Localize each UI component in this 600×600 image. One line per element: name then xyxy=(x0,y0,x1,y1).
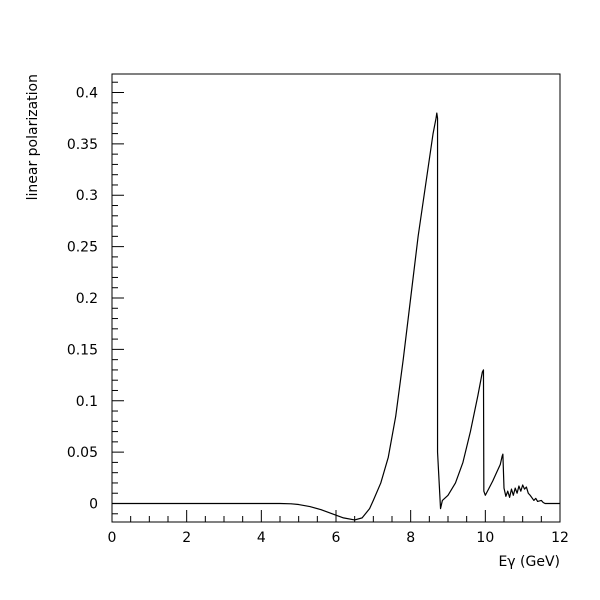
x-tick-label: 0 xyxy=(108,530,117,546)
data-point xyxy=(537,501,538,502)
data-point xyxy=(435,117,437,119)
data-point xyxy=(372,500,374,501)
data-point xyxy=(462,462,464,463)
data-point xyxy=(540,500,542,501)
data-point xyxy=(514,487,516,489)
data-point xyxy=(223,503,225,504)
data-point xyxy=(511,488,512,490)
data-point xyxy=(369,508,370,510)
data-point xyxy=(279,503,281,504)
data-point xyxy=(505,495,507,497)
data-point xyxy=(437,117,438,119)
data-point xyxy=(343,517,344,519)
data-point xyxy=(437,451,438,453)
y-tick-label: 0 xyxy=(89,497,98,513)
x-tick-label: 8 xyxy=(406,530,415,546)
data-point xyxy=(442,500,443,501)
data-point xyxy=(499,464,501,465)
data-point xyxy=(507,490,509,492)
data-point xyxy=(492,480,494,482)
data-point xyxy=(524,488,525,490)
data-point xyxy=(309,506,311,507)
data-point xyxy=(387,456,389,458)
data-point xyxy=(542,502,544,503)
data-point xyxy=(509,496,510,498)
plot-area xyxy=(111,112,561,521)
data-point xyxy=(518,485,520,487)
data-point xyxy=(432,133,434,135)
series-line xyxy=(112,112,560,521)
data-point xyxy=(455,482,456,484)
data-point xyxy=(520,490,522,492)
data-point xyxy=(533,500,535,501)
data-point xyxy=(488,487,490,489)
y-tick-label: 0.2 xyxy=(76,291,98,307)
data-point xyxy=(331,513,333,515)
data-point xyxy=(290,503,292,505)
data-point xyxy=(527,492,529,494)
data-point xyxy=(440,508,441,510)
y-tick-label: 0.4 xyxy=(76,85,98,101)
data-point xyxy=(395,415,397,417)
x-tick-label: 6 xyxy=(332,530,341,546)
y-tick-label: 0.35 xyxy=(67,137,98,153)
data-point xyxy=(436,112,438,114)
y-tick-label: 0.3 xyxy=(76,188,98,204)
data-point xyxy=(402,359,404,361)
data-point xyxy=(447,494,449,496)
x-tick-label: 4 xyxy=(257,530,266,546)
data-point xyxy=(417,235,419,237)
data-point xyxy=(503,487,505,489)
y-tick-label: 0.25 xyxy=(67,240,98,256)
data-point xyxy=(477,395,479,397)
data-point xyxy=(481,371,483,373)
axis-ticks: 0 2 4 6 8 10 12 0 0.05 0.1 0.15 0.2 0.25 0.3 0.35 0.4 xyxy=(67,81,569,546)
data-point xyxy=(483,490,485,492)
data-point xyxy=(526,486,527,488)
x-axis-label: Eγ (GeV) xyxy=(498,554,560,570)
data-point xyxy=(512,494,514,496)
data-point xyxy=(380,482,382,484)
data-point xyxy=(186,503,188,504)
y-tick-label: 0.15 xyxy=(67,342,98,358)
data-point xyxy=(483,369,484,371)
data-point xyxy=(361,517,363,519)
data-point xyxy=(425,184,426,186)
y-tick-label: 0.05 xyxy=(67,445,98,461)
data-point xyxy=(410,297,412,299)
data-point xyxy=(502,453,504,455)
data-point xyxy=(552,503,553,504)
data-point xyxy=(529,494,531,496)
data-point xyxy=(484,494,486,496)
data-point xyxy=(470,431,471,432)
data-point xyxy=(260,503,262,504)
x-tick-label: 2 xyxy=(182,530,191,546)
data-point xyxy=(522,484,524,486)
data-point xyxy=(544,503,546,504)
data-point xyxy=(496,472,497,474)
data-point xyxy=(501,455,503,457)
x-tick-label: 12 xyxy=(551,530,569,546)
data-point xyxy=(516,492,518,494)
data-point xyxy=(298,504,300,505)
y-tick-label: 0.1 xyxy=(76,394,98,410)
y-axis-label: linear polarization xyxy=(25,74,41,200)
data-point xyxy=(535,497,537,499)
x-tick-label: 10 xyxy=(476,530,494,546)
data-point xyxy=(148,503,150,504)
data-point xyxy=(320,509,322,511)
